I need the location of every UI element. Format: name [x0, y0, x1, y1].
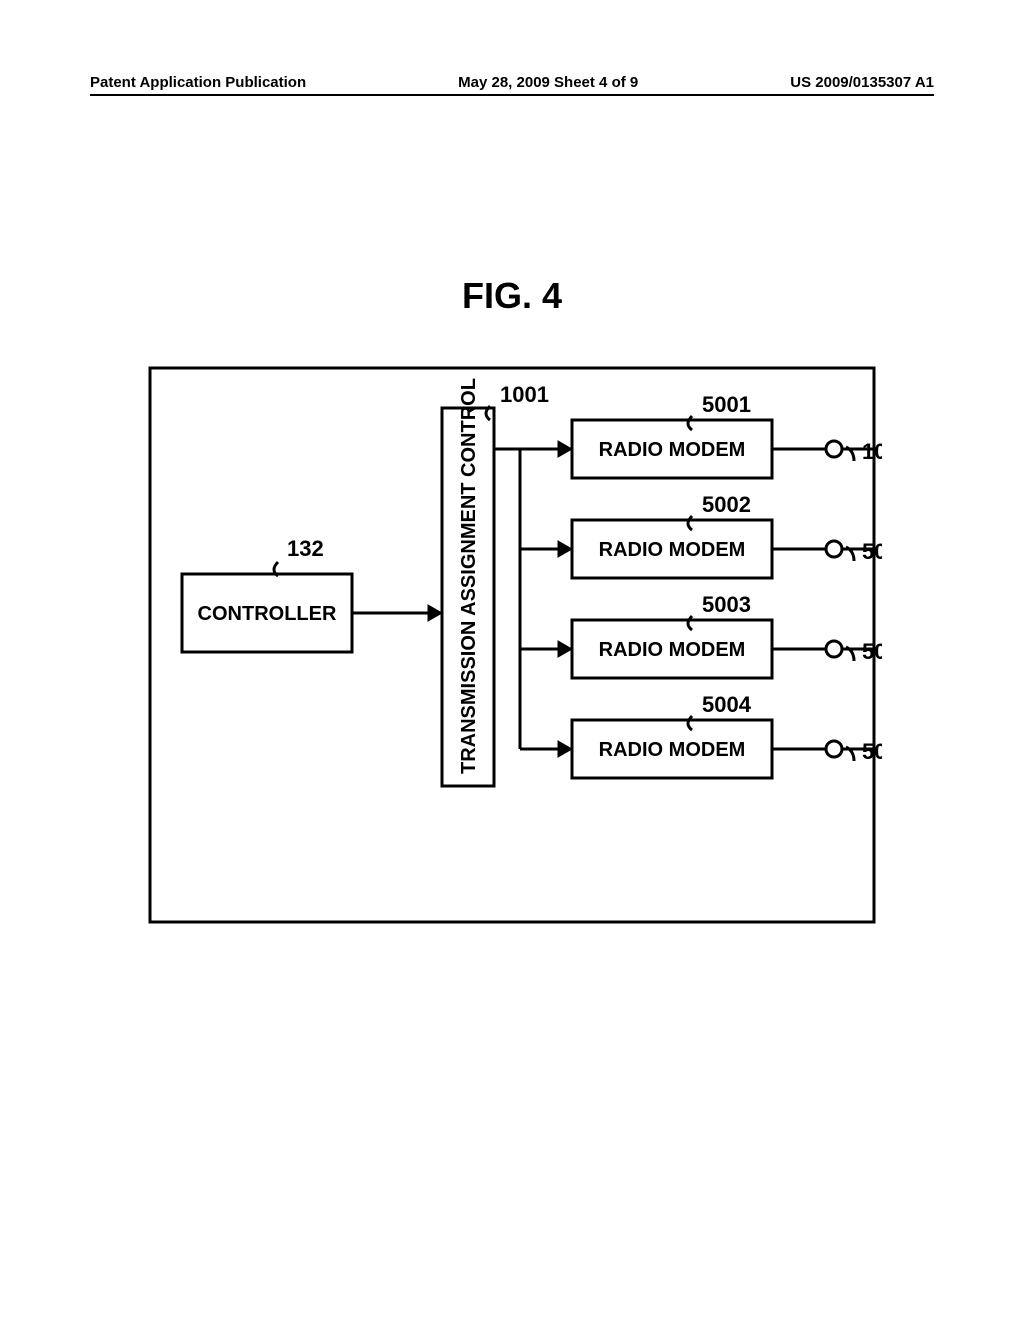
modem-0-port — [826, 441, 842, 457]
modem-2-port-ref: 5006 — [862, 639, 882, 664]
modem-1-port-ref: 5005 — [862, 539, 882, 564]
header-sheet: May 28, 2009 Sheet 4 of 9 — [306, 74, 790, 91]
block-diagram: CONTROLLER 132 TRANSMISSION ASSIGNMENT CON… — [142, 360, 882, 930]
diagram-svg: CONTROLLER 132 TRANSMISSION ASSIGNMENT CON… — [142, 360, 882, 930]
header-publication: Patent Application Publication — [90, 74, 306, 91]
modem-3-port-ref: 5007 — [862, 739, 882, 764]
modem-3-label: RADIO MODEM — [599, 739, 746, 761]
modem-1-ref: 5002 — [702, 492, 751, 517]
modem-2-ref: 5003 — [702, 592, 751, 617]
figure-title: FIG. 4 — [0, 275, 1024, 317]
header-docnum: US 2009/0135307 A1 — [790, 74, 934, 91]
modem-0-label: RADIO MODEM — [599, 439, 746, 461]
tac-ref: 1001 — [500, 382, 549, 407]
modem-2-port — [826, 641, 842, 657]
modem-2-label: RADIO MODEM — [599, 639, 746, 661]
modem-3-port — [826, 741, 842, 757]
controller-label: CONTROLLER — [198, 603, 337, 625]
modem-3-ref: 5004 — [702, 692, 752, 717]
modem-1-label: RADIO MODEM — [599, 539, 746, 561]
modem-0-port-ref: 101 — [862, 439, 882, 464]
tac-label: TRANSMISSION ASSIGNMENT CONTROL — [458, 378, 480, 774]
controller-ref: 132 — [287, 536, 324, 561]
modem-0-ref: 5001 — [702, 392, 751, 417]
modem-1-port — [826, 541, 842, 557]
page-header: Patent Application Publication May 28, 2… — [90, 72, 934, 96]
